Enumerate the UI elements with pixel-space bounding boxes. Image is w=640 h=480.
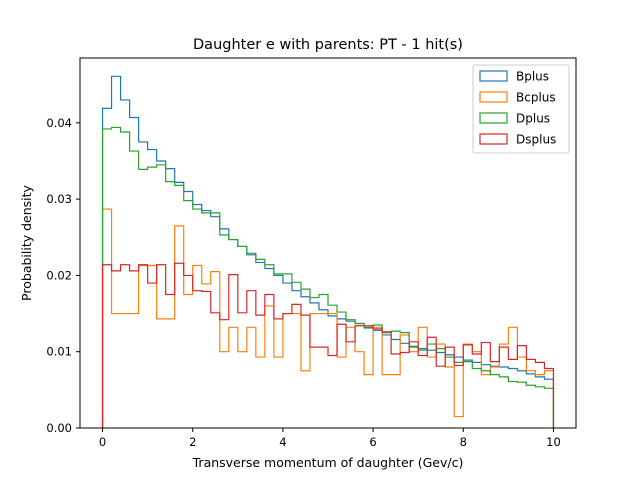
x-tick-label: 0 (99, 435, 106, 449)
legend-swatch-dsplus (479, 133, 508, 145)
y-tick-label: 0.03 (46, 192, 72, 206)
series-bcplus-step (101, 208, 555, 428)
legend-swatch-bplus (479, 70, 508, 82)
legend-swatch-bcplus (479, 91, 508, 103)
y-axis-label: Probability density (19, 184, 34, 300)
y-tick-label: 0.04 (46, 116, 72, 130)
series-layer (101, 75, 555, 428)
y-tick-label: 0.01 (46, 345, 72, 359)
chart-title: Daughter e with parents: PT - 1 hit(s) (193, 37, 463, 53)
series-dplus-step (101, 126, 555, 428)
legend-swatch-dplus (479, 112, 508, 124)
legend-label-dplus: Dplus (516, 112, 550, 126)
axes-layer: 0 2 4 6 8 10 0.00 0.01 0.02 0.03 0.04 (46, 57, 577, 449)
y-tick-label: 0.02 (46, 268, 72, 282)
x-tick-label: 4 (279, 435, 286, 449)
series-dsplus-step (101, 262, 555, 428)
legend: Bplus Bcplus Dplus Dsplus (472, 64, 570, 154)
legend-box (472, 64, 570, 154)
y-tick-label: 0.00 (46, 421, 72, 435)
legend-label-dsplus: Dsplus (516, 133, 556, 147)
x-tick-label: 8 (460, 435, 467, 449)
legend-label-bplus: Bplus (516, 70, 549, 84)
legend-label-bcplus: Bcplus (516, 91, 556, 105)
x-tick-label: 6 (369, 435, 376, 449)
x-tick-label: 10 (546, 435, 561, 449)
axes-frame (79, 57, 577, 429)
x-axis-label: Transverse momentum of daughter (Gev/c) (192, 455, 464, 470)
x-tick-label: 2 (189, 435, 196, 449)
